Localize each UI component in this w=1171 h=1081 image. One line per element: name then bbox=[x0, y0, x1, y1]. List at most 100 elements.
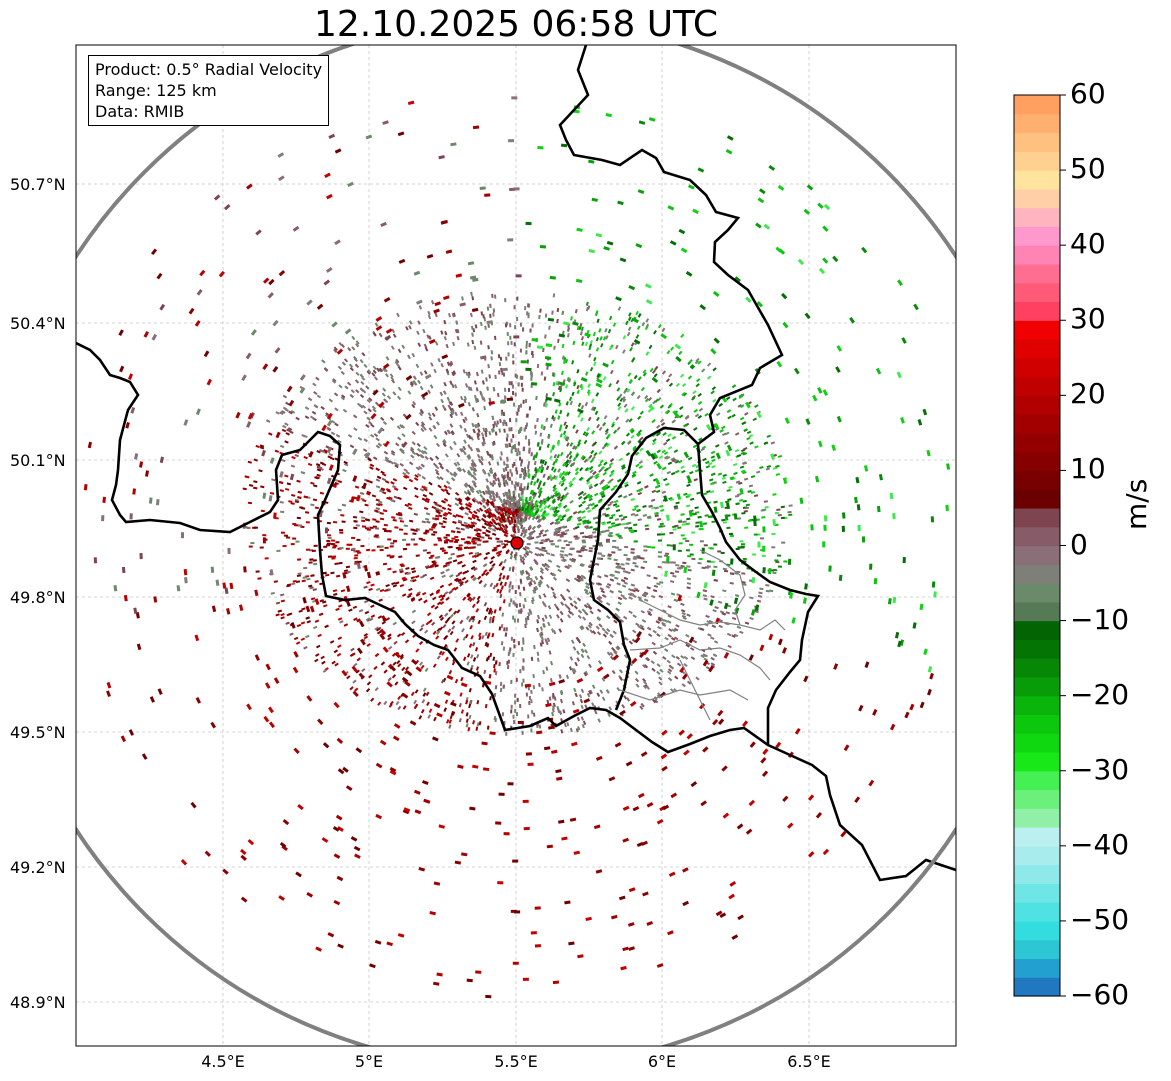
velocity-echo bbox=[514, 486, 517, 491]
velocity-echo bbox=[498, 576, 502, 582]
velocity-echo bbox=[435, 510, 440, 514]
velocity-echo bbox=[525, 340, 528, 345]
velocity-echo bbox=[606, 582, 612, 587]
velocity-echo bbox=[341, 520, 346, 523]
velocity-echo bbox=[375, 437, 380, 442]
velocity-echo bbox=[536, 468, 540, 473]
velocity-echo bbox=[474, 646, 479, 652]
velocity-echo bbox=[392, 661, 397, 666]
velocity-echo bbox=[620, 567, 626, 571]
velocity-echo bbox=[375, 520, 380, 523]
velocity-echo bbox=[486, 530, 491, 534]
colorbar-segment bbox=[1014, 939, 1060, 960]
velocity-echo bbox=[366, 528, 371, 531]
velocity-echo bbox=[342, 468, 347, 473]
velocity-echo bbox=[531, 323, 534, 328]
velocity-echo bbox=[508, 650, 511, 655]
velocity-echo bbox=[514, 556, 517, 561]
velocity-echo bbox=[516, 411, 519, 416]
velocity-echo bbox=[580, 336, 585, 341]
velocity-echo bbox=[493, 294, 497, 299]
velocity-echo bbox=[373, 535, 378, 538]
velocity-echo bbox=[511, 585, 514, 590]
velocity-echo bbox=[421, 497, 427, 502]
velocity-echo bbox=[731, 616, 737, 621]
velocity-echo bbox=[652, 698, 657, 704]
velocity-echo bbox=[570, 639, 575, 645]
velocity-echo bbox=[709, 547, 714, 550]
velocity-echo bbox=[475, 726, 479, 731]
velocity-echo bbox=[599, 459, 604, 464]
velocity-echo bbox=[559, 517, 565, 522]
velocity-echo bbox=[718, 618, 723, 623]
velocity-echo bbox=[361, 352, 366, 357]
velocity-echo bbox=[513, 490, 516, 495]
velocity-echo bbox=[460, 538, 465, 541]
velocity-echo bbox=[101, 515, 105, 522]
velocity-echo bbox=[477, 619, 481, 625]
velocity-echo bbox=[508, 602, 511, 607]
velocity-echo bbox=[319, 599, 325, 603]
velocity-echo bbox=[339, 620, 344, 624]
velocity-echo bbox=[516, 514, 519, 519]
velocity-echo bbox=[345, 547, 350, 550]
velocity-echo bbox=[783, 560, 788, 563]
velocity-echo bbox=[636, 394, 641, 400]
velocity-echo bbox=[247, 501, 253, 505]
lat-label-49-2: 49.2°N bbox=[10, 858, 66, 877]
velocity-echo bbox=[838, 574, 843, 581]
velocity-echo bbox=[309, 558, 314, 561]
velocity-echo bbox=[512, 402, 516, 407]
velocity-echo bbox=[686, 577, 691, 581]
velocity-echo bbox=[470, 654, 474, 659]
velocity-echo bbox=[632, 614, 637, 619]
velocity-echo bbox=[319, 491, 325, 495]
velocity-echo bbox=[722, 521, 728, 524]
velocity-echo bbox=[330, 543, 335, 546]
velocity-echo bbox=[471, 407, 475, 412]
velocity-echo bbox=[522, 470, 526, 475]
velocity-echo bbox=[577, 510, 582, 514]
velocity-echo bbox=[253, 458, 258, 462]
velocity-echo bbox=[327, 536, 332, 539]
velocity-echo bbox=[268, 432, 273, 436]
velocity-echo bbox=[476, 699, 480, 705]
colorbar-segment bbox=[1014, 564, 1060, 584]
velocity-echo bbox=[275, 613, 280, 617]
velocity-echo bbox=[526, 359, 529, 364]
velocity-echo bbox=[387, 538, 392, 541]
velocity-echo bbox=[367, 369, 372, 374]
velocity-echo bbox=[454, 491, 460, 496]
velocity-echo bbox=[527, 461, 531, 466]
velocity-echo bbox=[515, 418, 518, 423]
velocity-echo bbox=[622, 349, 626, 354]
velocity-echo bbox=[398, 528, 404, 531]
velocity-echo bbox=[447, 628, 452, 633]
colorbar-segment bbox=[1014, 432, 1060, 453]
velocity-echo bbox=[412, 400, 417, 406]
velocity-echo bbox=[680, 655, 685, 659]
velocity-echo bbox=[528, 550, 533, 554]
velocity-echo bbox=[300, 637, 306, 641]
velocity-echo bbox=[605, 538, 610, 541]
velocity-echo bbox=[539, 575, 544, 580]
velocity-echo bbox=[312, 498, 318, 502]
velocity-echo bbox=[519, 322, 522, 327]
velocity-echo bbox=[552, 594, 557, 599]
velocity-echo bbox=[390, 345, 395, 350]
velocity-echo bbox=[585, 301, 589, 306]
velocity-echo bbox=[253, 480, 258, 484]
velocity-echo bbox=[456, 530, 461, 534]
velocity-echo bbox=[410, 454, 415, 459]
velocity-echo bbox=[444, 540, 449, 543]
velocity-echo bbox=[286, 536, 291, 539]
velocity-echo bbox=[762, 545, 766, 552]
velocity-echo bbox=[648, 344, 653, 350]
velocity-echo bbox=[410, 598, 416, 603]
velocity-echo bbox=[444, 453, 449, 458]
velocity-echo bbox=[429, 592, 434, 597]
velocity-echo bbox=[578, 554, 583, 558]
velocity-echoes bbox=[83, 96, 951, 999]
velocity-echo bbox=[674, 570, 680, 574]
velocity-echo bbox=[456, 335, 460, 341]
